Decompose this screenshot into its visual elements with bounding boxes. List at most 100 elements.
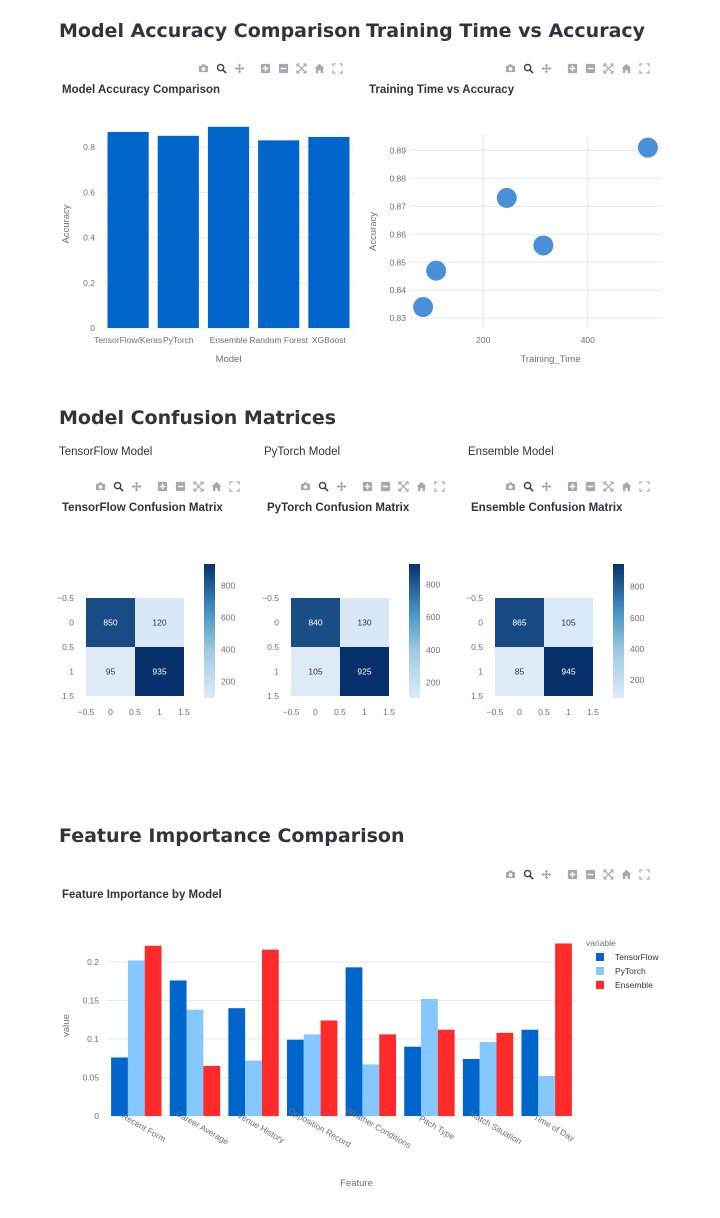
autoscale-icon[interactable] bbox=[294, 61, 308, 75]
home-icon[interactable] bbox=[312, 61, 326, 75]
modebar bbox=[93, 479, 241, 493]
zoom-in-icon[interactable] bbox=[258, 61, 272, 75]
bar-pytorch bbox=[421, 998, 438, 1116]
heatmap-cell bbox=[291, 647, 340, 696]
autoscale-icon[interactable] bbox=[601, 479, 615, 493]
home-icon[interactable] bbox=[619, 61, 633, 75]
y-tick-label: −0.5 bbox=[262, 593, 279, 603]
cell-value: 120 bbox=[152, 618, 166, 628]
autoscale-icon[interactable] bbox=[396, 479, 410, 493]
bar-tensorflow bbox=[228, 1008, 246, 1116]
y-tick-label: 0 bbox=[90, 323, 95, 333]
y-tick-label: 0.5 bbox=[62, 642, 74, 652]
home-icon[interactable] bbox=[619, 867, 633, 881]
fullscreen-icon[interactable] bbox=[330, 61, 344, 75]
x-tick-label: TensorFlow/Keras bbox=[94, 335, 162, 345]
colorbar-tick-label: 400 bbox=[630, 644, 644, 654]
y-tick-label: 0 bbox=[478, 618, 483, 628]
y-tick-label: 0.2 bbox=[83, 278, 95, 288]
zoom-in-icon[interactable] bbox=[565, 867, 579, 881]
bar-pytorch bbox=[362, 1064, 380, 1116]
bar-ensemble bbox=[555, 943, 572, 1116]
heatmap-cell bbox=[495, 647, 544, 696]
heatmap-cell bbox=[544, 647, 593, 696]
colorbar-tick-label: 400 bbox=[426, 645, 440, 655]
y-tick-label: 1 bbox=[274, 667, 279, 677]
y-tick-label: 0.86 bbox=[389, 229, 406, 239]
fullscreen-icon[interactable] bbox=[432, 479, 446, 493]
camera-icon[interactable] bbox=[93, 479, 107, 493]
feature-importance-chart: Feature Importance by Model 0 0.05 0.1 0.15 0… bbox=[61, 889, 659, 1189]
heatmap-cell bbox=[544, 598, 593, 647]
y-tick-label: 1.5 bbox=[471, 691, 483, 701]
camera-icon[interactable] bbox=[503, 867, 517, 881]
zoom-in-icon[interactable] bbox=[565, 61, 579, 75]
zoom-in-icon[interactable] bbox=[155, 479, 169, 493]
feature-heading: Feature Importance Comparison bbox=[59, 825, 405, 847]
x-tick-label: 0.5 bbox=[129, 707, 141, 717]
home-icon[interactable] bbox=[619, 479, 633, 493]
zoom-in-icon[interactable] bbox=[360, 479, 374, 493]
heatmap-cell bbox=[291, 598, 340, 647]
chart-title: PyTorch Confusion Matrix bbox=[267, 502, 410, 514]
legend-label: PyTorch bbox=[615, 966, 646, 976]
fullscreen-icon[interactable] bbox=[637, 61, 651, 75]
pan-icon[interactable] bbox=[539, 867, 553, 881]
zoom-out-icon[interactable] bbox=[378, 479, 392, 493]
fullscreen-icon[interactable] bbox=[637, 479, 651, 493]
x-tick-label: 1 bbox=[362, 707, 367, 717]
x-tick-label: −0.5 bbox=[283, 707, 300, 717]
zoom-out-icon[interactable] bbox=[583, 479, 597, 493]
zoom-icon[interactable] bbox=[316, 479, 330, 493]
zoom-icon[interactable] bbox=[111, 479, 125, 493]
zoom-icon[interactable] bbox=[214, 61, 228, 75]
x-tick-label: Ensemble bbox=[210, 335, 248, 345]
bar-tensorflow bbox=[462, 1059, 480, 1116]
camera-icon[interactable] bbox=[503, 479, 517, 493]
bar-tensorflow bbox=[169, 980, 187, 1116]
bar-pytorch bbox=[127, 960, 145, 1116]
colorbar-tick-label: 200 bbox=[426, 677, 440, 687]
confusion-heading: Model Confusion Matrices bbox=[59, 407, 337, 429]
y-tick-label: 0.84 bbox=[389, 285, 406, 295]
zoom-icon[interactable] bbox=[521, 61, 535, 75]
x-tick-label: −0.5 bbox=[78, 707, 95, 717]
pan-icon[interactable] bbox=[232, 61, 246, 75]
y-tick-label: 1.5 bbox=[62, 691, 74, 701]
x-tick-label: 200 bbox=[476, 335, 490, 345]
autoscale-icon[interactable] bbox=[191, 479, 205, 493]
modebar bbox=[503, 479, 651, 493]
pan-icon[interactable] bbox=[334, 479, 348, 493]
fullscreen-icon[interactable] bbox=[637, 867, 651, 881]
camera-icon[interactable] bbox=[503, 61, 517, 75]
zoom-out-icon[interactable] bbox=[173, 479, 187, 493]
autoscale-icon[interactable] bbox=[601, 867, 615, 881]
x-axis-label: Feature bbox=[340, 1178, 373, 1189]
x-tick-label: Pitch Type bbox=[417, 1113, 456, 1142]
bar-tensorflow bbox=[521, 1029, 539, 1116]
camera-icon[interactable] bbox=[298, 479, 312, 493]
heatmap-cell bbox=[135, 598, 184, 647]
legend-label: TensorFlow bbox=[615, 952, 659, 962]
zoom-in-icon[interactable] bbox=[565, 479, 579, 493]
bar-ensemble bbox=[261, 949, 279, 1116]
camera-icon[interactable] bbox=[196, 61, 210, 75]
autoscale-icon[interactable] bbox=[601, 61, 615, 75]
pan-icon[interactable] bbox=[129, 479, 143, 493]
zoom-out-icon[interactable] bbox=[583, 61, 597, 75]
bar-tensorflow bbox=[111, 1057, 128, 1116]
zoom-out-icon[interactable] bbox=[583, 867, 597, 881]
fullscreen-icon[interactable] bbox=[227, 479, 241, 493]
zoom-out-icon[interactable] bbox=[276, 61, 290, 75]
pan-icon[interactable] bbox=[539, 479, 553, 493]
pan-icon[interactable] bbox=[539, 61, 553, 75]
x-axis-label: Model bbox=[216, 354, 242, 365]
heatmap-cell bbox=[86, 598, 135, 647]
home-icon[interactable] bbox=[209, 479, 223, 493]
zoom-icon[interactable] bbox=[521, 479, 535, 493]
y-tick-label: −0.5 bbox=[57, 593, 74, 603]
zoom-icon[interactable] bbox=[521, 867, 535, 881]
y-tick-label: 0.2 bbox=[87, 957, 99, 967]
home-icon[interactable] bbox=[414, 479, 428, 493]
y-tick-label: 0.1 bbox=[87, 1034, 99, 1044]
